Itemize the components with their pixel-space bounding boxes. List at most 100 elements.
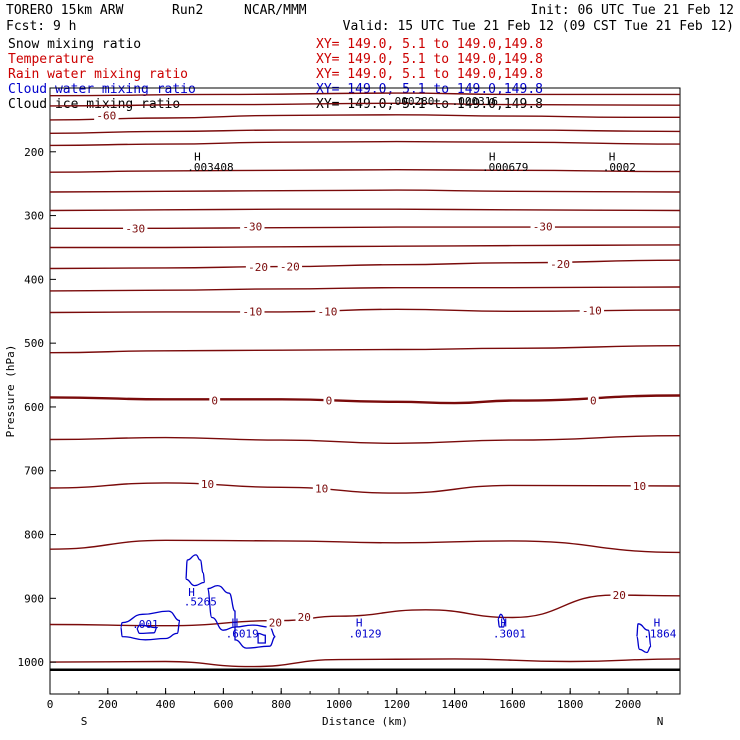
temperature-contour	[49, 345, 681, 354]
cloud-water-label: H	[356, 617, 363, 630]
ice-label: H	[489, 150, 496, 163]
cloud-water-label: H	[232, 617, 239, 630]
temperature-label-bg	[547, 258, 573, 271]
cloud-water-contour	[636, 623, 652, 654]
temperature-label: -30	[125, 222, 145, 235]
temperature-label: 0	[590, 395, 597, 408]
temperature-contour	[49, 208, 681, 212]
temperature-contour	[49, 129, 681, 134]
cloud-water-contour	[136, 624, 158, 635]
temperature-label-bg	[94, 109, 119, 122]
temperature-label: -10	[582, 305, 602, 318]
temperature-label: 0	[211, 395, 218, 408]
temperature-contour	[49, 594, 681, 627]
temperature-label: -30	[533, 220, 553, 233]
axes: 0 200 400 600 800 1000 1200 1400 1600 1800 2000200…	[18, 146, 658, 711]
temperature-label-bg	[315, 305, 340, 318]
temperature-label-bg	[198, 478, 217, 491]
cloud-water-label: H	[654, 617, 661, 630]
temperature-contour	[49, 539, 681, 554]
field-xy: XY= 149.0, 5.1 to 149.0,149.8	[316, 37, 543, 52]
cloud-water-label: .3001	[493, 627, 526, 640]
ice-label: .000679	[482, 161, 528, 174]
x-tick-label: 2000	[615, 698, 642, 711]
temperature-contour	[49, 226, 680, 229]
x-tick-label: 0	[47, 698, 54, 711]
temperature-label-bg	[295, 610, 314, 623]
x-tick-label: 1200	[384, 698, 411, 711]
temperature-contour	[50, 244, 681, 249]
temperature-label: -10	[317, 305, 337, 318]
x-axis-title: Distance (km)	[322, 715, 408, 728]
cloud-water-contours	[120, 554, 652, 654]
south-label: S	[81, 715, 88, 728]
temperature-contour	[49, 435, 681, 445]
cloud-water-label: H	[500, 617, 507, 630]
temperature-label-bg	[323, 394, 335, 407]
temperature-contours	[49, 92, 681, 672]
temperature-label: 20	[298, 611, 311, 624]
ice-label: H	[194, 150, 201, 163]
temperature-label: 10	[201, 478, 214, 491]
x-tick-label: 400	[156, 698, 176, 711]
cloud-water-contour	[497, 613, 506, 628]
temperature-label: 10	[633, 480, 646, 493]
cloud-water-contour	[257, 632, 266, 644]
cloud-water-label: .0129	[348, 627, 381, 640]
temperature-contour	[49, 140, 681, 147]
ice-label: .003408	[187, 161, 233, 174]
y-tick-label: 800	[24, 529, 44, 542]
y-tick-label: 600	[24, 401, 44, 414]
field-name: Temperature	[8, 52, 94, 67]
x-tick-label: 1000	[326, 698, 353, 711]
cloud-water-label: .5265	[184, 596, 217, 609]
cloud-water-contour	[206, 584, 236, 631]
cloud-water-label: H	[188, 586, 195, 599]
field-name: Rain water mixing ratio	[8, 67, 188, 82]
x-tick-label: 600	[213, 698, 233, 711]
temperature-label-bg	[530, 220, 555, 233]
temperature-contour	[49, 308, 681, 314]
field-xy: XY= 149.0, 5.1 to 149.0,149.8	[316, 52, 543, 67]
temperature-label-bg	[579, 304, 605, 317]
valid-time: Valid: 15 UTC Tue 21 Feb 12 (09 CST Tue …	[343, 19, 734, 34]
temperature-contour	[49, 259, 681, 270]
y-tick-label: 700	[24, 465, 44, 478]
north-label: N	[657, 715, 664, 728]
temperature-contour-labels: -60 -30 -30 -30 -20 -20 -20 -10 -10 -10 0 0 0 10 10 10 2…	[94, 109, 649, 630]
ice-label: .000316	[452, 95, 498, 108]
org-label: NCAR/MMM	[244, 3, 307, 18]
temperature-label: -30	[242, 220, 262, 233]
y-tick-label: 1000	[18, 656, 45, 669]
temperature-label: -20	[248, 261, 268, 274]
cloud-water-contour	[234, 624, 276, 649]
temperature-label: 20	[613, 589, 626, 602]
field-xy: XY= 149.0, 5.1 to 149.0,149.8	[316, 97, 543, 112]
field-name: Snow mixing ratio	[8, 37, 141, 52]
temperature-label-bg	[209, 394, 221, 407]
field-name: Cloud water mixing ratio	[8, 82, 196, 97]
ice-label: H	[609, 150, 616, 163]
temperature-contour	[49, 114, 680, 121]
plot-frame	[49, 87, 681, 695]
cloud-water-label: .001	[132, 618, 159, 631]
cloud-water-label: .6019	[226, 627, 259, 640]
temperature-label: -10	[242, 305, 262, 318]
temperature-contour	[49, 658, 681, 668]
temperature-label-bg	[240, 220, 265, 233]
temperature-label: 10	[315, 483, 328, 496]
ice-label: .0002	[603, 161, 636, 174]
y-tick-label: 200	[24, 146, 44, 159]
temperature-contour	[49, 168, 681, 173]
temperature-contour	[49, 102, 681, 107]
temperature-label: 20	[269, 617, 282, 630]
field-name: Cloud ice mixing ratio	[8, 97, 180, 112]
run-label: Run2	[172, 3, 203, 18]
cloud-water-contour	[185, 554, 206, 587]
temperature-label: 0	[326, 395, 333, 408]
temperature-label-bg	[312, 482, 331, 495]
temperature-label: -60	[96, 109, 116, 122]
temperature-label-bg	[240, 305, 265, 318]
temperature-label-bg	[610, 589, 629, 602]
